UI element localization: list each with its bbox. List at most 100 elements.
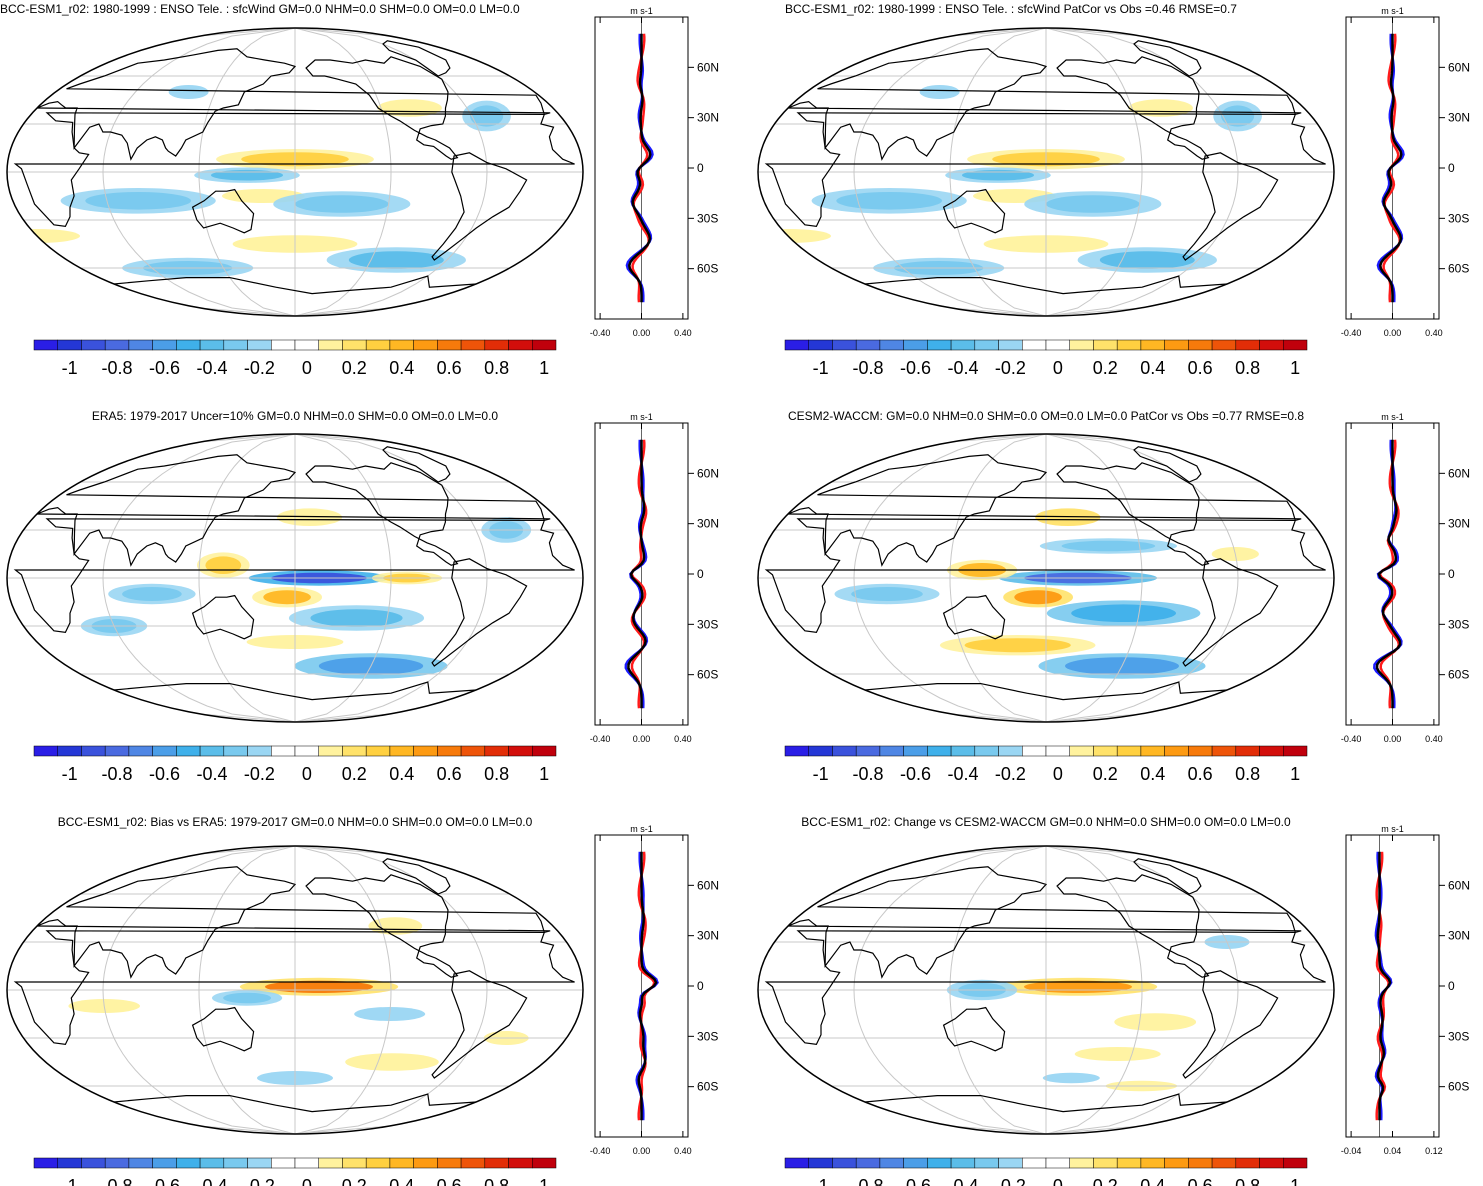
colorbar-cell	[532, 340, 556, 350]
colorbar-cell	[224, 746, 248, 756]
colorbar-label: -0.2	[244, 764, 275, 784]
map-field-patcor	[725, 28, 1334, 316]
colorbar: -1 -0.8 -0.6 -0.4 -0.2 0 0.2 0.4 0.6 0.8 1	[785, 746, 1307, 784]
colorbar-cell	[1188, 746, 1212, 756]
x-tick-label: 0.40	[674, 328, 692, 338]
colorbar-label: -0.4	[196, 358, 227, 378]
colorbar-label: 1	[1290, 1176, 1300, 1186]
colorbar-cell	[1283, 746, 1307, 756]
x-tick-label: 0.00	[633, 328, 651, 338]
title-change: BCC-ESM1_r02: Change vs CESM2-WACCM GM=0…	[801, 815, 1291, 829]
panel-change: 60N30N030S60S-0.04 0.04 0.12m s-1-1 -0.8 -0.…	[758, 824, 1470, 1186]
colorbar-label: -0.8	[852, 358, 883, 378]
lat-tick-label: 60N	[1448, 60, 1470, 74]
colorbar-cell	[1165, 1158, 1189, 1168]
anomaly-core	[1071, 604, 1176, 622]
colorbar-cell	[832, 340, 856, 350]
zonal-units: m s-1	[630, 6, 653, 16]
colorbar-cell	[295, 746, 319, 756]
anomaly-core	[295, 195, 389, 213]
colorbar-cell	[58, 340, 82, 350]
colorbar-cell	[1070, 746, 1094, 756]
colorbar-label: -0.6	[149, 358, 180, 378]
lat-tick-label: 60N	[697, 466, 719, 480]
colorbar-cell	[366, 340, 390, 350]
colorbar-cell	[975, 340, 999, 350]
colorbar-cell	[1141, 746, 1165, 756]
figure-canvas: 60N30N030S60S-0.40 0.00 0.40m s-1-1 -0.8 -0.…	[0, 0, 1483, 1186]
colorbar-label: -0.6	[149, 764, 180, 784]
lat-tick-label: 60N	[697, 60, 719, 74]
colorbar-cell	[153, 746, 177, 756]
colorbar-cell	[437, 340, 461, 350]
colorbar-label: -1	[62, 764, 78, 784]
colorbar-cell	[105, 746, 129, 756]
lat-tick-label: 0	[697, 979, 704, 993]
lat-tick-label: 60N	[1448, 878, 1470, 892]
colorbar-cell	[999, 340, 1023, 350]
x-tick-label: -0.40	[1341, 328, 1362, 338]
lat-tick-label: 30S	[697, 211, 718, 225]
lat-tick-label: 60N	[1448, 466, 1470, 480]
colorbar-cell	[461, 340, 485, 350]
anomaly-core	[851, 587, 923, 601]
zonal-units: m s-1	[1381, 412, 1404, 422]
colorbar-label: 0.6	[437, 1176, 462, 1186]
colorbar-label: 1	[539, 358, 549, 378]
x-tick-label: 0.40	[674, 1146, 692, 1156]
colorbar-cell	[1022, 746, 1046, 756]
colorbar-label: 0.2	[1093, 358, 1118, 378]
colorbar-cell	[224, 1158, 248, 1168]
title-patcor: BCC-ESM1_r02: 1980-1999 : ENSO Tele. : s…	[785, 2, 1237, 16]
colorbar-label: 0	[302, 764, 312, 784]
colorbar-cell	[1022, 1158, 1046, 1168]
colorbar-label: -0.8	[852, 1176, 883, 1186]
lat-tick-label: 60S	[1448, 1080, 1469, 1094]
zonal-mean-panel: 60N 30N 0 30S 60S -0.40 0.00 0.40 m s-1	[590, 412, 719, 744]
colorbar-label: 0.2	[342, 1176, 367, 1186]
anomaly-core	[965, 638, 1071, 652]
colorbar-cell	[81, 340, 105, 350]
colorbar-cell	[880, 1158, 904, 1168]
colorbar-cell	[319, 340, 343, 350]
lat-tick-label: 0	[1448, 161, 1455, 175]
anomaly-core	[122, 587, 182, 601]
colorbar-label: 0.8	[484, 358, 509, 378]
panel-obs: 60N30N030S60S-0.40 0.00 0.40m s-1-1 -0.8 -0.…	[7, 412, 719, 784]
lat-tick-label: 60S	[1448, 668, 1469, 682]
anomaly-core	[836, 192, 942, 210]
anomaly-core	[169, 85, 209, 99]
colorbar-label: 0.6	[437, 764, 462, 784]
colorbar-label: 0.8	[1235, 764, 1260, 784]
colorbar-label: -0.8	[852, 764, 883, 784]
zonal-mean-panel: 60N 30N 0 30S 60S -0.40 0.00 0.40 m s-1	[590, 824, 719, 1156]
colorbar-label: 0.4	[1140, 358, 1165, 378]
colorbar-label: 1	[539, 1176, 549, 1186]
colorbar-cell	[1093, 1158, 1117, 1168]
colorbar-cell	[176, 746, 200, 756]
colorbar-cell	[295, 1158, 319, 1168]
colorbar-cell	[176, 1158, 200, 1168]
anomaly-core	[349, 251, 444, 269]
colorbar-cell	[809, 746, 833, 756]
colorbar-cell	[1093, 746, 1117, 756]
colorbar-cell	[999, 746, 1023, 756]
colorbar-cell	[366, 746, 390, 756]
colorbar-cell	[951, 746, 975, 756]
lat-tick-label: 0	[697, 567, 704, 581]
x-tick-label: -0.40	[590, 1146, 611, 1156]
map-field-obs	[7, 434, 583, 722]
colorbar-label: 0.4	[389, 358, 414, 378]
colorbar-cell	[342, 746, 366, 756]
title-reference: CESM2-WACCM: GM=0.0 NHM=0.0 SHM=0.0 OM=0…	[788, 409, 1304, 423]
colorbar-cell	[1188, 340, 1212, 350]
colorbar: -1 -0.8 -0.6 -0.4 -0.2 0 0.2 0.4 0.6 0.8 1	[785, 340, 1307, 378]
colorbar-cell	[81, 1158, 105, 1168]
lat-tick-label: 30N	[697, 929, 719, 943]
colorbar-cell	[856, 340, 880, 350]
colorbar-label: 0.8	[484, 1176, 509, 1186]
colorbar-cell	[951, 1158, 975, 1168]
colorbar-label: -0.4	[196, 1176, 227, 1186]
lat-tick-label: 30S	[697, 1029, 718, 1043]
colorbar-cell	[880, 340, 904, 350]
